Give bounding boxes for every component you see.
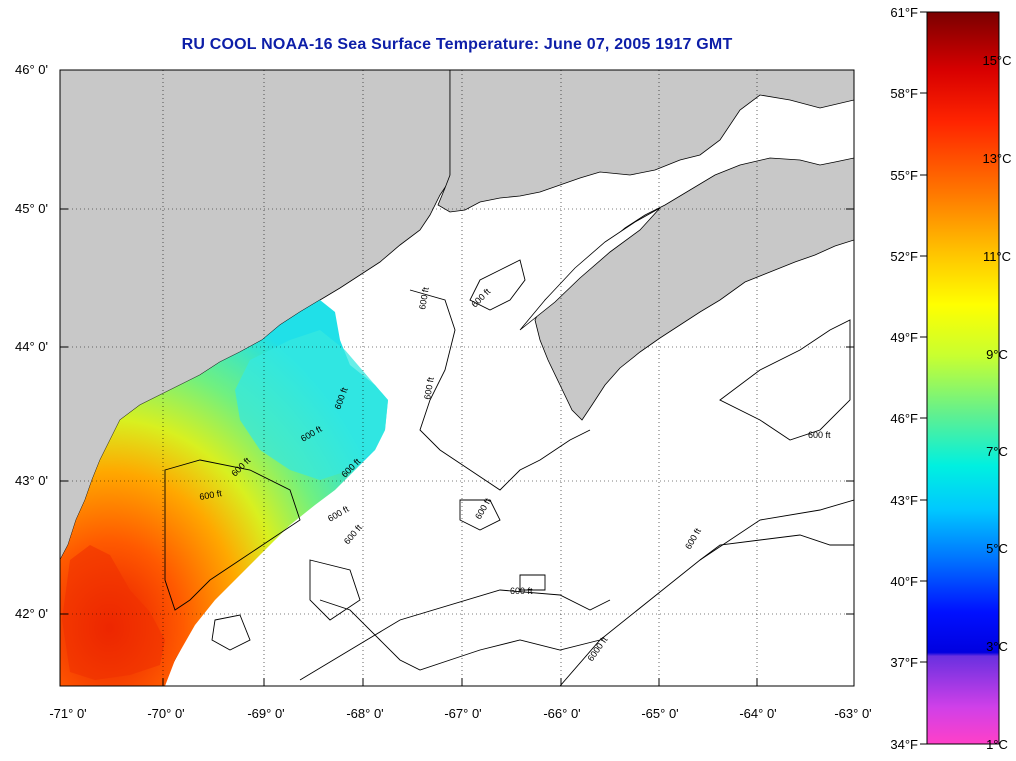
colorbar-celsius-labels: 15°C 13°C 11°C 9°C 7°C 5°C 3°C 1°C bbox=[982, 53, 1011, 752]
map-border bbox=[59, 69, 855, 687]
colorbar-c-label: 13°C bbox=[982, 151, 1011, 166]
sst-warm-core bbox=[62, 545, 165, 680]
axis-ticks bbox=[60, 69, 854, 686]
longitude-label: -64° 0' bbox=[739, 706, 776, 721]
colorbar-c-label: 3°C bbox=[986, 639, 1008, 654]
colorbar-f-label: 49°F bbox=[890, 330, 918, 345]
contour-label: 600 ft bbox=[808, 430, 831, 440]
colorbar-c-label: 11°C bbox=[983, 249, 1011, 264]
sst-cool-patch bbox=[235, 330, 388, 480]
latitude-label: 45° 0' bbox=[15, 201, 48, 216]
latitude-label: 43° 0' bbox=[15, 473, 48, 488]
longitude-label: -67° 0' bbox=[444, 706, 481, 721]
colorbar-f-label: 55°F bbox=[890, 168, 918, 183]
colorbar-f-label: 40°F bbox=[890, 574, 918, 589]
longitude-label: -68° 0' bbox=[346, 706, 383, 721]
contour-label: 600 ft bbox=[199, 488, 223, 502]
longitude-label: -63° 0' bbox=[834, 706, 871, 721]
colorbar-c-label: 7°C bbox=[986, 444, 1008, 459]
colorbar-c-label: 5°C bbox=[986, 541, 1008, 556]
colorbar-f-label: 37°F bbox=[890, 655, 918, 670]
longitude-label: -70° 0' bbox=[147, 706, 184, 721]
longitude-labels: -71° 0' -70° 0' -69° 0' -68° 0' -67° 0' … bbox=[49, 706, 871, 721]
latitude-label: 44° 0' bbox=[15, 339, 48, 354]
map-title: RU COOL NOAA-16 Sea Surface Temperature:… bbox=[181, 36, 733, 53]
colorbar-fahrenheit-labels: 61°F 58°F 55°F 52°F 49°F 46°F 43°F 40°F … bbox=[890, 5, 918, 752]
bay-of-fundy-channel bbox=[519, 207, 661, 331]
colorbar-f-label: 43°F bbox=[890, 493, 918, 508]
colorbar-f-label: 61°F bbox=[890, 5, 918, 20]
contour-label: 600 ft bbox=[422, 376, 436, 400]
land-new-brunswick bbox=[437, 70, 854, 213]
contour-label: 600 ft bbox=[510, 586, 533, 596]
colorbar-c-label: 15°C bbox=[982, 53, 1011, 68]
colorbar-f-label: 58°F bbox=[890, 86, 918, 101]
colorbar-f-label: 46°F bbox=[890, 411, 918, 426]
colorbar-f-label: 34°F bbox=[890, 737, 918, 752]
colorbar-f-label: 52°F bbox=[890, 249, 918, 264]
colorbar-c-label: 9°C bbox=[986, 347, 1008, 362]
latitude-label: 46° 0' bbox=[15, 62, 48, 77]
colorbar bbox=[926, 11, 1000, 745]
longitude-label: -71° 0' bbox=[49, 706, 86, 721]
latitude-label: 42° 0' bbox=[15, 606, 48, 621]
longitude-label: -69° 0' bbox=[247, 706, 284, 721]
contour-label: 600 ft bbox=[417, 286, 431, 310]
colorbar-ticks bbox=[920, 11, 927, 745]
colorbar-c-label: 1°C bbox=[986, 737, 1008, 752]
land-nova-scotia bbox=[534, 157, 854, 421]
longitude-label: -65° 0' bbox=[641, 706, 678, 721]
gridlines bbox=[60, 70, 854, 686]
longitude-label: -66° 0' bbox=[543, 706, 580, 721]
bathymetry-contours bbox=[164, 259, 854, 686]
latitude-labels: 46° 0' 45° 0' 44° 0' 43° 0' 42° 0' bbox=[15, 62, 48, 621]
